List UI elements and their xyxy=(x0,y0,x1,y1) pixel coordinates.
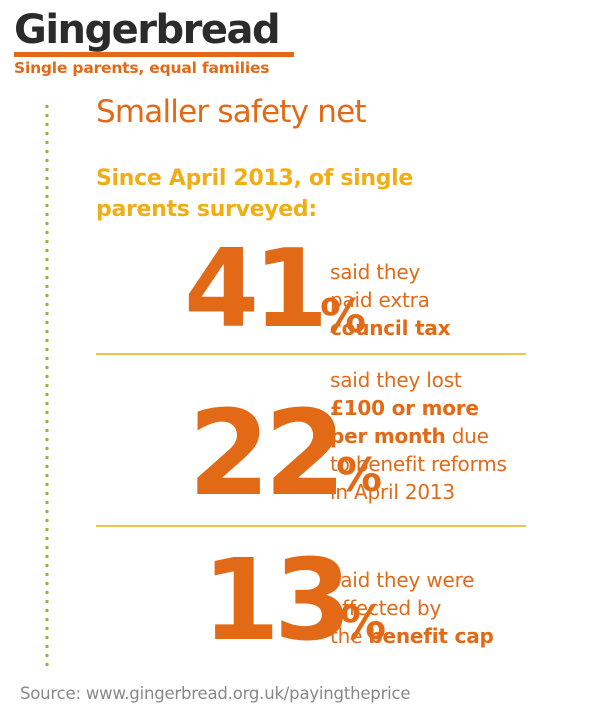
dotted-divider xyxy=(45,102,49,672)
brand-name: Gingerbread xyxy=(14,7,281,53)
desc-line: due xyxy=(445,424,489,448)
desc-line: affected by xyxy=(330,596,442,620)
stat-number: 13 xyxy=(202,536,352,666)
desc-line: said they lost xyxy=(330,368,462,392)
desc-line: paid extra xyxy=(330,288,430,312)
intro-text: Since April 2013, of single parents surv… xyxy=(96,166,414,222)
brand-logo: Gingerbread Single parents, equal famili… xyxy=(14,8,299,77)
stat-description: said they lost £100 or more per month du… xyxy=(330,366,590,506)
desc-line: said they xyxy=(330,260,421,284)
stat-percent-sign: % xyxy=(340,596,387,650)
brand-tagline: Single parents, equal families xyxy=(14,59,270,77)
stat-number: 41 xyxy=(184,227,328,352)
desc-bold: per month xyxy=(330,424,446,448)
section-rule xyxy=(96,353,526,355)
desc-bold: council tax xyxy=(330,316,451,340)
desc-bold: £100 or more xyxy=(330,396,479,420)
stat-description: said they paid extra council tax xyxy=(330,258,590,342)
desc-line: in April 2013 xyxy=(330,480,455,504)
desc-line: said they were xyxy=(330,568,475,592)
desc-bold: benefit cap xyxy=(368,624,494,648)
section-rule xyxy=(96,525,526,527)
stat-description: said they were affected by the benefit c… xyxy=(330,566,590,650)
stat-number: 22 xyxy=(188,384,346,522)
stat-percent-sign: % xyxy=(336,448,383,502)
stat-percent-sign: % xyxy=(320,289,367,343)
logo-underline xyxy=(14,52,294,57)
source-citation: Source: www.gingerbread.org.uk/payingthe… xyxy=(20,684,411,703)
headline: Smaller safety net xyxy=(96,94,367,130)
desc-line: the xyxy=(330,624,369,648)
desc-line: to benefit reforms xyxy=(330,452,507,476)
